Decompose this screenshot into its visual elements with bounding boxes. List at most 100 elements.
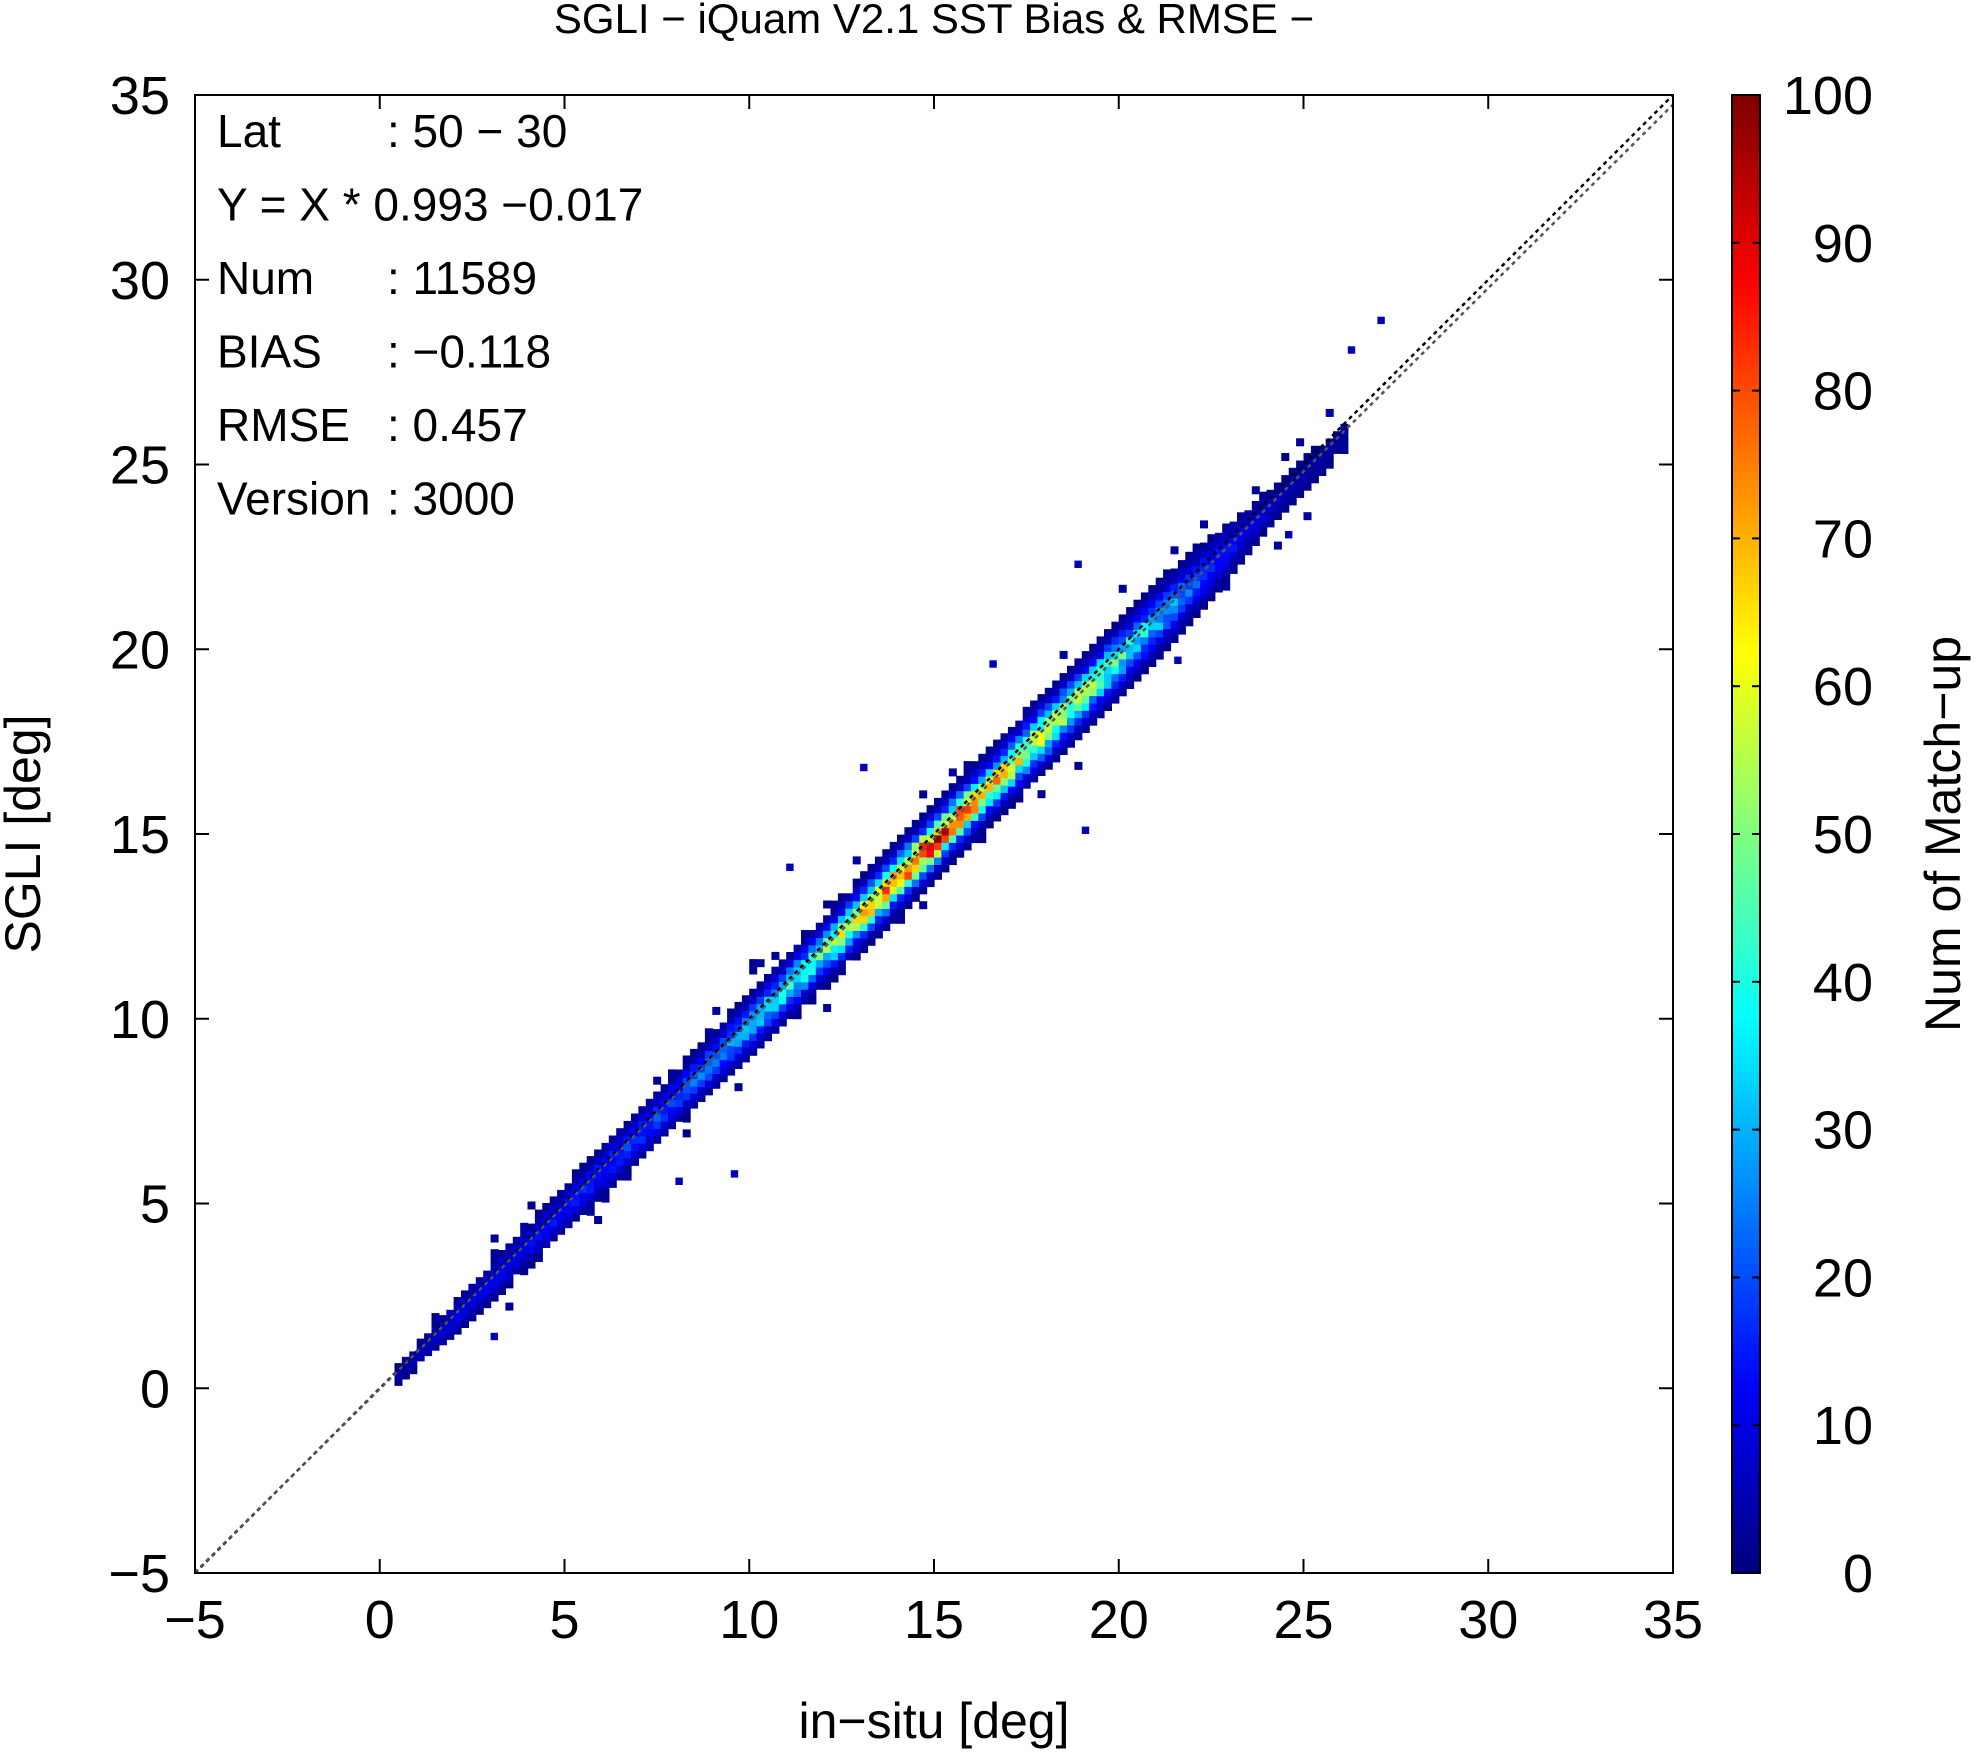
density-cell [594, 1149, 603, 1158]
density-cell [815, 952, 824, 961]
colorbar-segment [1732, 338, 1760, 348]
density-cell [527, 1231, 536, 1239]
density-cell [970, 798, 979, 807]
density-cell [1007, 734, 1016, 743]
stat-key: Lat [217, 105, 281, 157]
density-cell [1081, 725, 1090, 733]
density-cell [874, 923, 883, 932]
density-cell [867, 878, 876, 887]
colorbar-segment [1732, 1336, 1760, 1345]
density-cell [727, 1023, 736, 1032]
density-cell [1081, 688, 1090, 696]
density-cell [1052, 754, 1061, 763]
density-cell [1044, 695, 1053, 704]
x-axis-label: in−situ [deg] [798, 1693, 1069, 1749]
density-cell [1067, 717, 1075, 726]
density-cell [727, 1052, 736, 1061]
density-cell [490, 1271, 499, 1280]
density-cell [704, 1087, 713, 1096]
density-cell [1111, 666, 1120, 675]
density-cell [993, 776, 1002, 785]
density-cell [771, 988, 780, 997]
density-cell [1030, 737, 1039, 746]
density-cell [786, 959, 795, 968]
reference-line [195, 103, 1673, 1573]
density-cell [1133, 666, 1142, 675]
density-cell [645, 1121, 654, 1129]
density-cell [1222, 530, 1231, 539]
density-cell [490, 1286, 499, 1295]
density-cell [645, 1098, 654, 1107]
density-cell [498, 1287, 506, 1295]
density-cell [815, 981, 824, 990]
density-cell [431, 1313, 440, 1322]
density-cell [594, 1193, 603, 1202]
density-cell [660, 1128, 669, 1137]
colorbar-segment [1732, 1033, 1760, 1042]
colorbar-segment [1732, 686, 1760, 695]
density-cell [845, 922, 854, 931]
density-cell [926, 864, 935, 873]
density-cell [934, 849, 942, 858]
density-cell [1037, 701, 1046, 710]
density-cell [594, 1171, 603, 1180]
colorbar-segment [1732, 361, 1760, 370]
density-cell [985, 813, 994, 821]
density-cell [830, 959, 839, 968]
density-cell [446, 1317, 455, 1326]
density-cell [741, 1039, 750, 1048]
colorbar-segment [1732, 1255, 1760, 1264]
density-cell [734, 1031, 743, 1040]
density-cell [904, 901, 913, 910]
density-cell [1118, 666, 1127, 675]
density-cell [1096, 710, 1105, 719]
density-cell [926, 849, 935, 858]
density-cell [808, 967, 817, 975]
colorbar-segment [1732, 1159, 1760, 1168]
density-cell [1333, 431, 1342, 440]
colorbar-segment [1732, 1321, 1760, 1330]
density-cell [934, 864, 942, 873]
density-cell [549, 1203, 558, 1212]
density-cell [586, 1185, 595, 1194]
density-cell [438, 1337, 447, 1346]
density-cell [808, 996, 817, 1005]
density-cell [808, 981, 817, 990]
density-cell [793, 989, 802, 997]
density-cell [1281, 482, 1290, 491]
density-cell [623, 1143, 632, 1151]
density-cell [1044, 687, 1053, 696]
density-cell [505, 1243, 514, 1252]
density-cell [956, 790, 965, 799]
density-cell [801, 944, 809, 953]
density-cell [586, 1156, 595, 1165]
density-cell [1133, 629, 1142, 638]
density-cell [505, 1265, 514, 1274]
density-cell [1244, 525, 1253, 534]
density-cell [1148, 607, 1157, 616]
density-cell [860, 915, 869, 924]
density-cell [1288, 467, 1297, 476]
colorbar-tick-label: 40 [1813, 953, 1873, 1013]
density-cell [1067, 695, 1075, 704]
density-cell [852, 945, 861, 954]
density-cell [623, 1157, 632, 1166]
density-cell [808, 974, 817, 983]
density-cell [571, 1206, 580, 1215]
density-cell [1192, 573, 1201, 581]
density-cell [1259, 521, 1268, 530]
density-cell [1007, 741, 1016, 750]
density-cell [608, 1142, 617, 1151]
density-cell [534, 1224, 543, 1233]
density-cell [963, 842, 972, 851]
density-cell [534, 1254, 543, 1262]
colorbar-segment [1732, 301, 1760, 311]
density-cell [704, 1035, 713, 1044]
density-cell [1281, 475, 1290, 484]
density-cell [645, 1106, 654, 1115]
y-tick-label: 30 [110, 251, 170, 311]
colorbar-segment [1732, 1366, 1760, 1375]
density-cell [498, 1250, 506, 1258]
density-cell [1059, 680, 1068, 689]
density-cell [1325, 445, 1334, 454]
